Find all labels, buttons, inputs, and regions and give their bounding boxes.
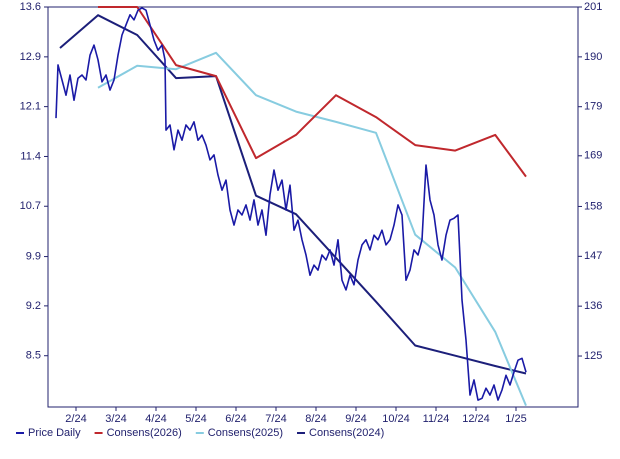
legend-label: Consens(2024)	[309, 427, 384, 439]
y2-tick-label: 136	[584, 300, 602, 312]
y2-tick-label: 158	[584, 200, 602, 212]
y-tick-label: 10.7	[20, 200, 41, 212]
x-tick-label: 6/24	[225, 413, 246, 425]
y-tick-label: 9.9	[26, 250, 41, 262]
y-tick-label: 13.6	[20, 1, 41, 13]
x-tick-label: 3/24	[105, 413, 126, 425]
series-line	[59, 14, 527, 375]
x-tick-label: 8/24	[305, 413, 326, 425]
series-line	[55, 7, 527, 401]
x-tick-label: 12/24	[462, 413, 490, 425]
x-tick-label: 7/24	[265, 413, 286, 425]
y-tick-label: 12.9	[20, 51, 41, 63]
y2-tick-label: 169	[584, 150, 602, 162]
x-tick-label: 5/24	[185, 413, 206, 425]
y2-tick-label: 147	[584, 250, 602, 262]
x-tick-label: 11/24	[423, 413, 450, 425]
series-line	[97, 51, 527, 406]
y2-tick-label: 179	[584, 101, 602, 113]
x-tick-label: 10/24	[382, 413, 410, 425]
x-tick-label: 9/24	[345, 413, 366, 425]
x-tick-label: 2/24	[65, 413, 86, 425]
x-tick-label: 4/24	[145, 413, 166, 425]
y2-tick-label: 125	[584, 350, 602, 362]
x-tick-label: 1/25	[505, 413, 526, 425]
y-tick-label: 11.4	[20, 150, 41, 162]
legend-label: Consens(2025)	[208, 427, 283, 439]
y-tick-label: 12.1	[20, 101, 41, 113]
series-line	[98, 6, 527, 178]
plot-frame	[47, 6, 579, 408]
legend-label: Consens(2026)	[107, 427, 182, 439]
legend-label: Price Daily	[28, 427, 81, 439]
y-tick-label: 9.2	[26, 300, 41, 312]
y2-tick-label: 190	[584, 51, 602, 63]
y-tick-label: 8.5	[26, 350, 41, 362]
y2-tick-label: 201	[584, 1, 602, 13]
